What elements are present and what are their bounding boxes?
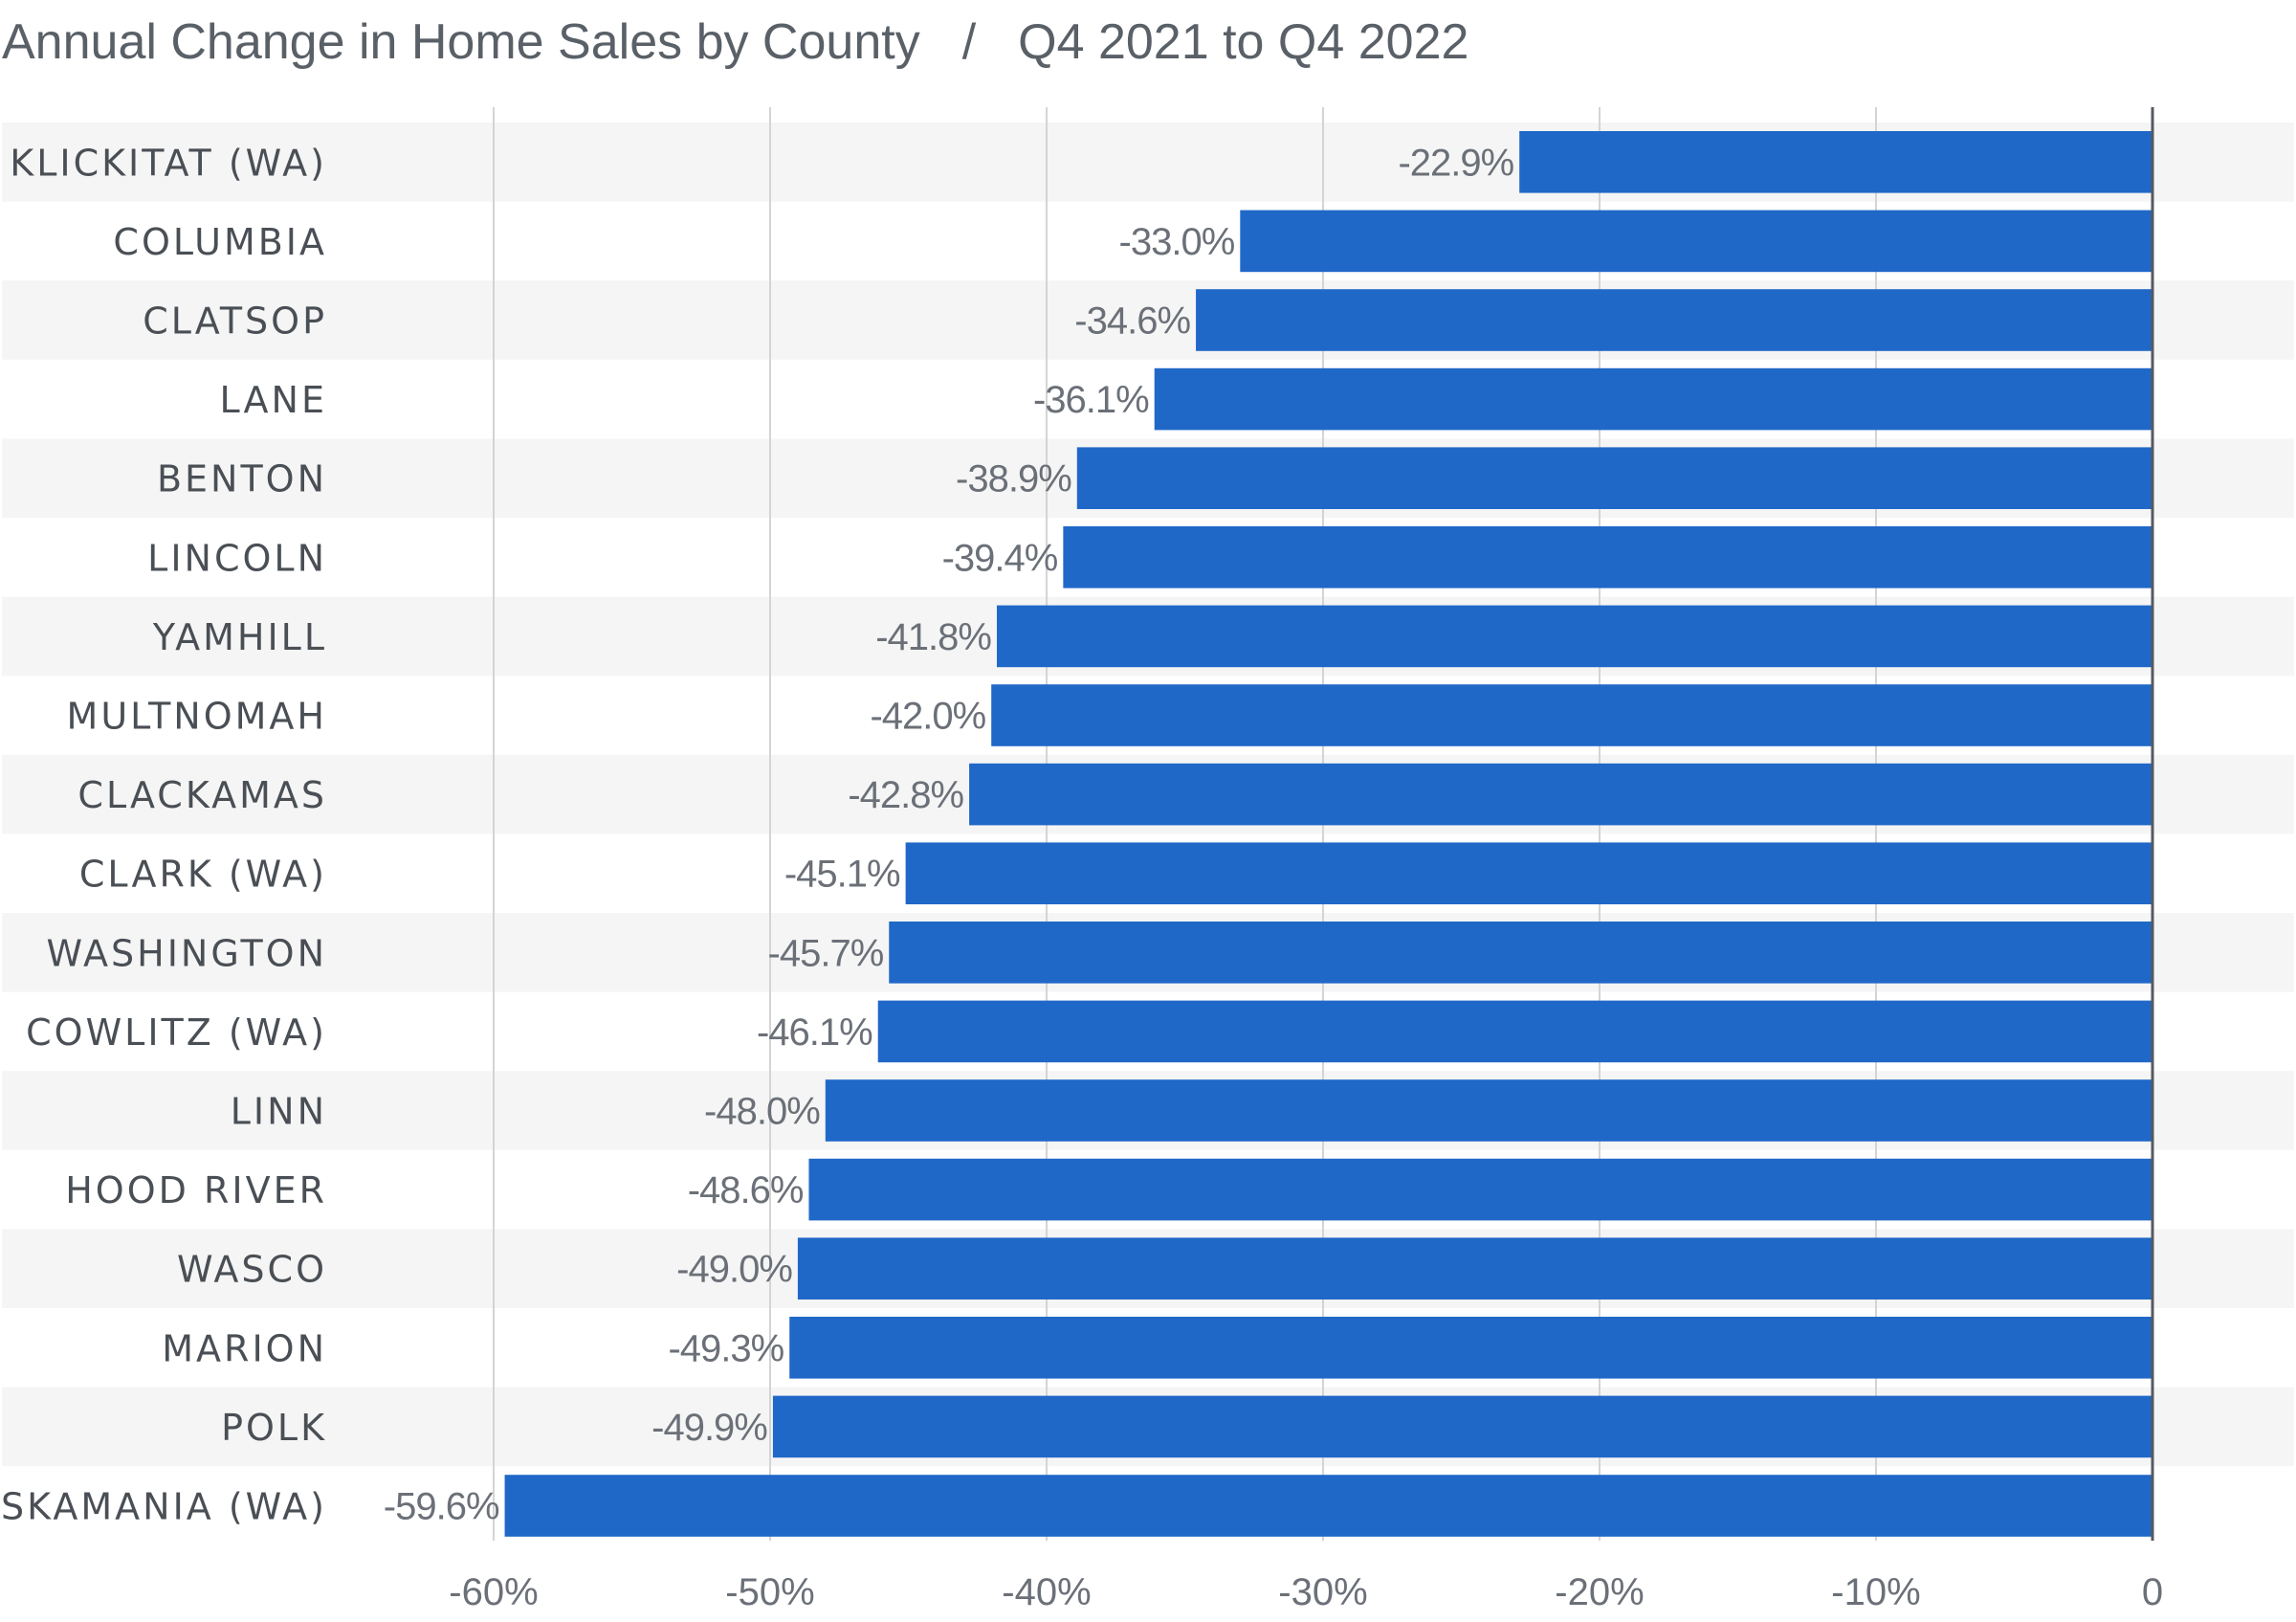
x-tick-label: 0 (2142, 1571, 2163, 1613)
chart-title: Annual Change in Home Sales by County / Q4… (2, 13, 1468, 71)
category-label: LINCOLN (147, 537, 327, 579)
category-label: WASHINGTON (47, 932, 327, 974)
category-label: MULTNOMAH (67, 696, 327, 738)
value-label: -33.0% (1119, 221, 1235, 263)
value-labels: -22.9% -33.0% -34.6% -36.1% -38.9% -39.4% -41.… (384, 142, 1515, 1528)
value-label: -48.6% (688, 1169, 804, 1211)
value-label: -49.9% (651, 1407, 767, 1449)
x-tick-label: -60% (449, 1571, 538, 1613)
bar (808, 1158, 2153, 1221)
bar (1063, 526, 2152, 589)
bar (772, 1395, 2152, 1458)
category-label: LINN (231, 1091, 327, 1133)
bar (877, 1000, 2153, 1063)
value-label: -39.4% (942, 537, 1058, 579)
value-label: -59.6% (384, 1486, 499, 1528)
bar (797, 1237, 2152, 1300)
bar (1154, 367, 2152, 431)
value-label: -36.1% (1033, 379, 1149, 421)
x-tick-label: -20% (1555, 1571, 1644, 1613)
bar (889, 922, 2152, 984)
x-tick-label: -40% (1002, 1571, 1091, 1613)
bar (1196, 289, 2152, 351)
category-label: CLATSOP (143, 300, 327, 343)
bar (996, 605, 2152, 668)
value-label: -45.1% (784, 854, 900, 896)
category-label: BENTON (157, 458, 327, 500)
x-tick-label: -30% (1278, 1571, 1367, 1613)
category-label: WASCO (177, 1249, 327, 1291)
category-label: COWLITZ (WA) (26, 1011, 327, 1054)
chart-title-separator: / (961, 14, 977, 70)
category-label: CLARK (WA) (79, 854, 327, 896)
chart-title-main: Annual Change in Home Sales by County (2, 14, 920, 70)
bar (825, 1079, 2152, 1142)
x-tick-label: -50% (725, 1571, 814, 1613)
value-label: -49.0% (676, 1249, 792, 1291)
value-label: -49.3% (668, 1327, 784, 1369)
value-label: -48.0% (704, 1091, 820, 1133)
bar (905, 842, 2152, 904)
category-label: YAMHILL (152, 616, 327, 658)
x-tick-label: -10% (1831, 1571, 1920, 1613)
value-label: -38.9% (956, 458, 1071, 500)
category-label: CLACKAMAS (77, 774, 327, 816)
category-labels: KLICKITAT (WA) COLUMBIA CLATSOP LANE BENTON L… (1, 142, 327, 1528)
category-label: SKAMANIA (WA) (1, 1486, 327, 1528)
category-label: HOOD RIVER (65, 1169, 327, 1211)
value-label: -41.8% (875, 616, 991, 658)
chart-title-period: Q4 2021 to Q4 2022 (1018, 14, 1469, 70)
bars (504, 131, 2153, 1537)
bar (991, 684, 2152, 746)
value-label: -45.7% (768, 932, 884, 974)
bar (969, 763, 2152, 826)
bar (1240, 210, 2152, 273)
value-label: -42.0% (870, 696, 985, 738)
value-label: -46.1% (757, 1011, 872, 1054)
bar (1076, 447, 2152, 509)
bar (789, 1317, 2152, 1379)
value-label: -34.6% (1074, 300, 1190, 343)
category-label: MARION (162, 1327, 327, 1369)
x-axis-ticks: -60% -50% -40% -30% -20% -10% 0 (449, 1571, 2163, 1613)
category-label: LANE (220, 379, 327, 421)
category-label: COLUMBIA (113, 221, 327, 263)
value-label: -22.9% (1398, 142, 1513, 184)
category-label: KLICKITAT (WA) (10, 142, 327, 184)
bar (504, 1475, 2152, 1537)
category-label: POLK (221, 1407, 327, 1449)
value-label: -42.8% (848, 774, 963, 816)
bar (1519, 131, 2152, 193)
